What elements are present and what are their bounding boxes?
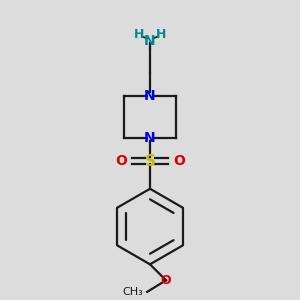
Text: H: H <box>134 28 144 41</box>
Text: O: O <box>115 154 127 168</box>
Text: S: S <box>145 154 155 169</box>
Text: N: N <box>144 131 156 145</box>
Text: H: H <box>156 28 166 41</box>
Text: O: O <box>173 154 185 168</box>
Text: CH₃: CH₃ <box>123 287 144 297</box>
Text: N: N <box>144 89 156 103</box>
Text: O: O <box>161 274 171 287</box>
Text: N: N <box>144 34 156 48</box>
